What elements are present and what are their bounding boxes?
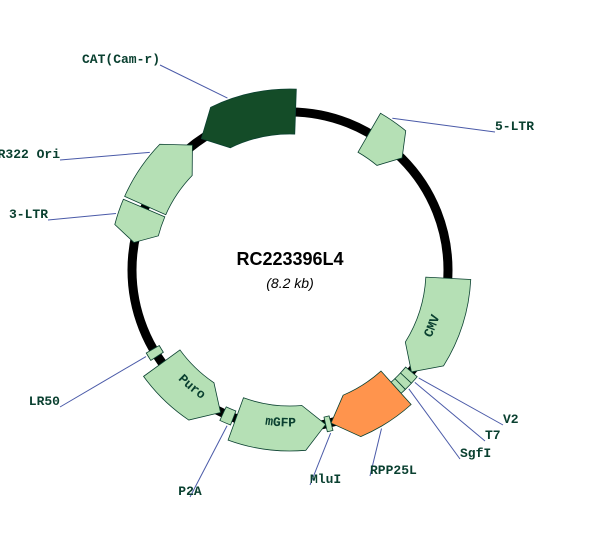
label-v2: V2 — [503, 412, 519, 427]
plasmid-name: RC223396L4 — [236, 249, 343, 269]
label-lr50: LR50 — [29, 394, 60, 409]
label-three_ltr: 3-LTR — [9, 207, 48, 222]
leader-pbr322 — [60, 152, 150, 160]
label-pbr322: pBR322 Ori — [0, 147, 60, 162]
label-five_ltr: 5-LTR — [495, 119, 534, 134]
leader-cat — [160, 65, 227, 98]
label-t7: T7 — [485, 428, 501, 443]
label-p2a: P2A — [178, 484, 202, 499]
plasmid-map: 5-LTR V2T7 SgfI RPP25L MluI P2A LR50 3-LTR pBR32… — [0, 0, 600, 533]
leader-v2 — [419, 378, 503, 425]
leader-five_ltr — [392, 118, 495, 132]
feature-cat — [201, 89, 296, 148]
label-rpp25l: RPP25L — [370, 463, 417, 478]
plasmid-size: (8.2 kb) — [266, 275, 313, 291]
label-mlui: MluI — [310, 472, 341, 487]
label-sgfi: SgfI — [460, 446, 491, 461]
feature-five_ltr — [358, 113, 406, 165]
label-cat: CAT(Cam-r) — [82, 52, 160, 67]
leader-three_ltr — [48, 213, 116, 220]
leader-lr50 — [60, 357, 146, 407]
